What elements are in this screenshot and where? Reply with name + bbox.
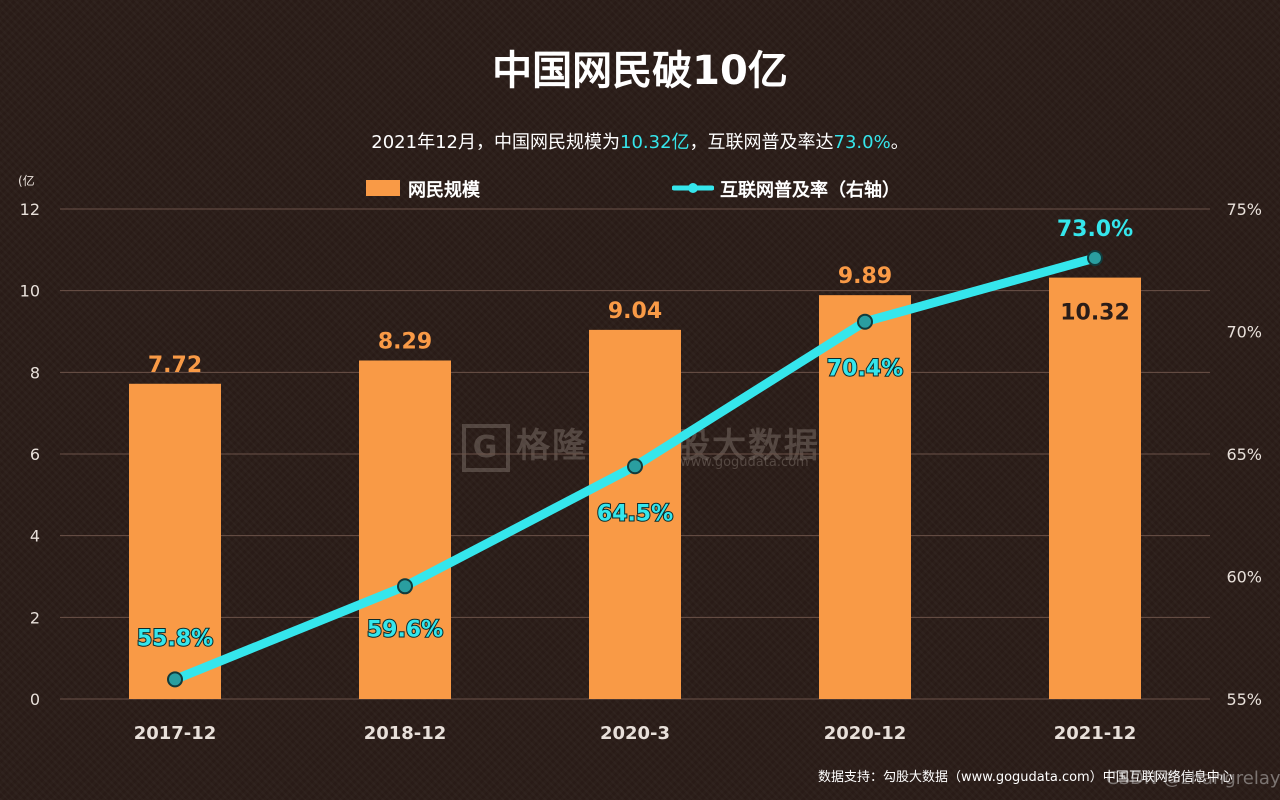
legend-bar-swatch [366,180,400,196]
line-point [627,458,643,475]
line-point [167,671,183,688]
x-tick-label: 2020-12 [824,723,907,744]
bar-value-label: 8.29 [378,329,432,354]
line-point [397,578,413,595]
y-left-tick-label: 4 [30,527,40,546]
subtitle-suffix: 。 [890,132,909,153]
subtitle-prefix: 2021年12月，中国网民规模为 [371,132,620,153]
x-tick-label: 2017-12 [134,723,217,744]
x-tick-label: 2021-12 [1054,723,1137,744]
watermark-url: www.gogudata.com [680,455,809,470]
y-left-tick-label: 2 [30,608,40,627]
bar [819,295,911,699]
line-point [857,313,873,330]
subtitle-highlight-users: 10.32亿 [620,132,690,153]
bar-value-label: 9.04 [608,299,662,324]
line-value-label: 70.4% [827,357,903,382]
subtitle-highlight-rate: 73.0% [833,132,891,153]
chart-subtitle: 2021年12月，中国网民规模为10.32亿，互联网普及率达73.0%。 [0,128,1280,154]
chart-title: 中国网民破10亿 [492,48,788,94]
y-right-tick-label: 70% [1226,323,1262,342]
watermark-tail: 股大数据 [676,426,820,466]
line-value-label: 64.5% [597,501,673,526]
legend-bar-label: 网民规模 [408,180,480,201]
bar-value-label: 9.89 [838,264,892,289]
line-value-label: 73.0% [1057,217,1133,242]
y-left-tick-label: 0 [30,690,40,709]
bar [359,360,451,699]
legend-line-label: 互联网普及率（右轴） [720,180,900,201]
y-left-tick-label: 6 [30,445,40,464]
y-right-tick-label: 65% [1226,445,1262,464]
y-left-tick-label: 8 [30,363,40,382]
bar [1049,277,1141,699]
y-left-unit: (亿 [18,174,35,188]
watermark-logo-icon: G [462,423,510,472]
bar-value-label: 7.72 [148,353,202,378]
subtitle-middle: ，互联网普及率达 [689,132,834,153]
line-point [1087,250,1103,266]
y-left-tick-label: 10 [20,282,40,301]
bar [129,383,221,699]
bar-value-label: 10.32 [1060,301,1130,326]
legend-line-swatch [672,183,714,193]
line-value-label: 55.8% [137,626,213,651]
watermark: G 格隆汇 股大数据 [462,418,820,472]
bar [589,329,681,699]
data-credit: 数据支持：勾股大数据（www.gogudata.com）中国互联网络信息中心 [818,770,1233,785]
x-tick-label: 2020-3 [600,723,670,744]
csdn-watermark: CSDN @zhangrelay [1106,768,1280,789]
x-tick-label: 2018-12 [364,723,447,744]
y-right-tick-label: 60% [1226,568,1262,587]
y-left-tick-label: 12 [20,200,40,219]
y-right-tick-label: 75% [1226,200,1262,219]
y-right-tick-label: 55% [1226,690,1262,709]
line-value-label: 59.6% [367,617,443,642]
legend: 网民规模 互联网普及率（右轴） [0,176,1280,201]
